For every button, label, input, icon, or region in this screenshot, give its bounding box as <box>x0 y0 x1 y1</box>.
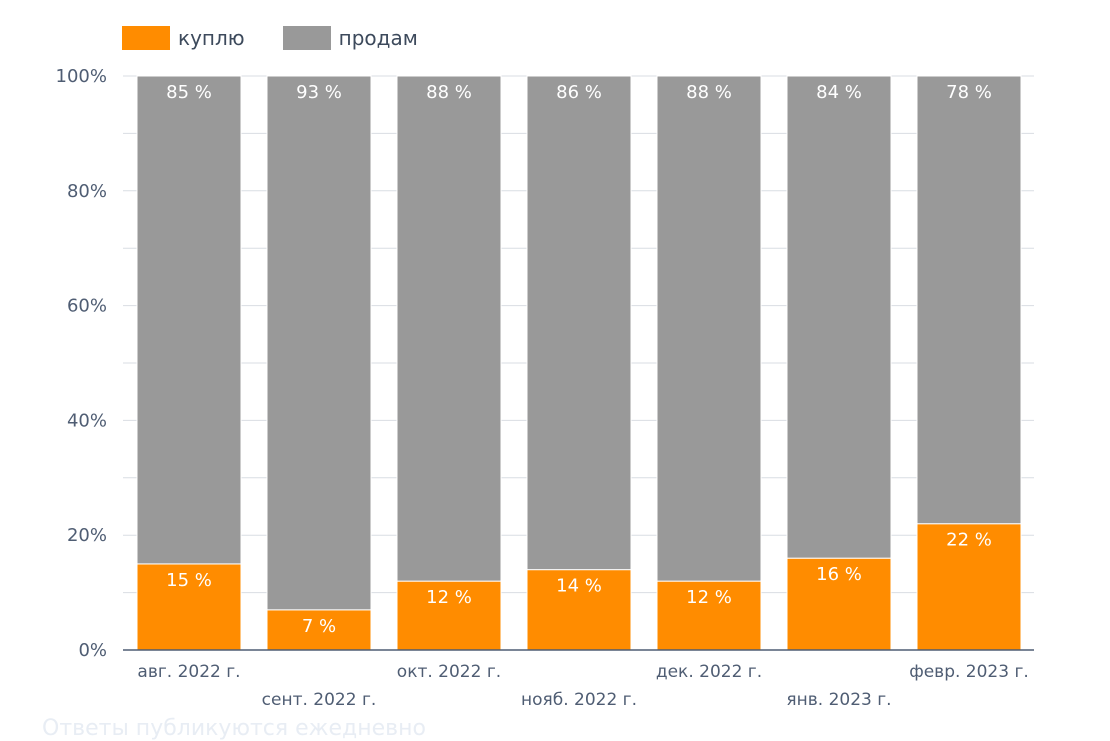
data-label-sell: 88 % <box>426 82 472 103</box>
data-label-sell: 88 % <box>686 82 732 103</box>
bar-buy <box>656 580 762 651</box>
faded-footer-text: Ответы публикуются ежедневно <box>42 716 426 741</box>
data-label-buy: 15 % <box>166 570 212 591</box>
bar-sell <box>656 75 762 582</box>
x-tick-label: сент. 2022 г. <box>262 690 377 710</box>
data-label-sell: 84 % <box>816 82 862 103</box>
chart-legend: куплю продам <box>122 26 456 50</box>
data-label-buy: 12 % <box>426 587 472 608</box>
data-label-sell: 93 % <box>296 82 342 103</box>
data-label-buy: 14 % <box>556 576 602 597</box>
bar-sell <box>786 75 892 559</box>
data-label-buy: 22 % <box>946 530 992 551</box>
bar-buy <box>266 609 372 651</box>
bar-buy <box>786 557 892 651</box>
y-tick-label: 100% <box>56 66 107 87</box>
y-tick-label: 20% <box>67 525 107 546</box>
y-tick-label: 40% <box>67 410 107 431</box>
x-tick-label: дек. 2022 г. <box>656 662 762 682</box>
x-tick-label: февр. 2023 г. <box>909 662 1029 682</box>
data-label-buy: 16 % <box>816 564 862 585</box>
x-tick-label: нояб. 2022 г. <box>521 690 637 710</box>
legend-label-sell: продам <box>338 26 418 50</box>
legend-item-sell: продам <box>282 26 418 50</box>
bar-buy <box>396 580 502 651</box>
bar-sell <box>396 75 502 582</box>
bar-sell <box>916 75 1022 525</box>
y-tick-label: 80% <box>67 181 107 202</box>
data-label-sell: 85 % <box>166 82 212 103</box>
data-label-buy: 7 % <box>302 616 336 637</box>
data-label-sell: 86 % <box>556 82 602 103</box>
bar-sell <box>136 75 242 565</box>
bar-buy <box>526 569 632 651</box>
legend-swatch-buy <box>122 26 170 50</box>
y-tick-label: 0% <box>78 640 107 661</box>
legend-label-buy: куплю <box>178 26 245 50</box>
x-tick-label: янв. 2023 г. <box>786 690 891 710</box>
bar-buy <box>136 563 242 651</box>
data-label-sell: 78 % <box>946 82 992 103</box>
y-tick-label: 60% <box>67 296 107 317</box>
bar-sell <box>526 75 632 571</box>
bar-sell <box>266 75 372 611</box>
x-tick-label: окт. 2022 г. <box>397 662 501 682</box>
data-label-buy: 12 % <box>686 587 732 608</box>
x-tick-label: авг. 2022 г. <box>137 662 240 682</box>
legend-swatch-sell <box>282 26 331 50</box>
bar-buy <box>916 523 1022 651</box>
legend-item-buy: куплю <box>122 26 245 50</box>
